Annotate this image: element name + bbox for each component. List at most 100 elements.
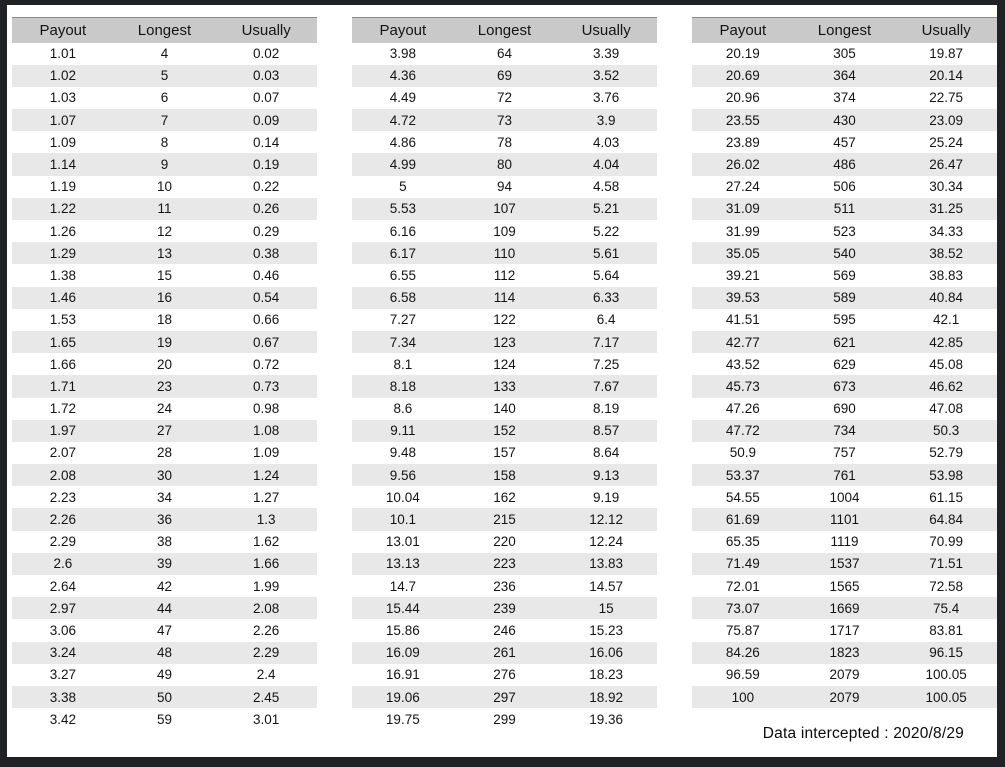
table-cell: 13.13 — [352, 552, 454, 575]
table-cell: 23.55 — [692, 109, 794, 132]
table-cell: 27.24 — [725, 179, 760, 195]
table-cell: 84.26 — [692, 641, 794, 664]
table-cell: 3.52 — [555, 64, 657, 87]
table-cell: 12 — [156, 223, 172, 239]
table-row: 1.29 13 0.38 — [12, 242, 317, 265]
table-cell: 3.9 — [555, 109, 657, 132]
table-row: 3.42 59 3.01 — [12, 708, 317, 730]
table-cell: 1537 — [793, 552, 896, 575]
table-cell: 7.27 — [389, 312, 416, 328]
table-cell: 2.08 — [215, 597, 317, 620]
header-row: Payout Longest Usually — [692, 17, 997, 43]
table-row: 4.72 73 3.9 — [352, 109, 657, 132]
table-cell: 3.06 — [49, 622, 76, 638]
table-cell: 2.97 — [12, 597, 114, 620]
table-cell: 124 — [493, 356, 516, 372]
table-cell: 162 — [493, 489, 516, 505]
table-row: 13.01 220 12.24 — [352, 531, 657, 553]
table-cell: 236 — [493, 578, 516, 594]
table-cell: 6.58 — [352, 286, 454, 309]
table-cell: 540 — [793, 242, 896, 265]
table-cell: 5.64 — [593, 267, 620, 283]
table-row: 16.91 276 18.23 — [352, 664, 657, 686]
table-cell: 16.91 — [385, 667, 420, 683]
table-cell: 64.84 — [895, 508, 997, 531]
table-cell: 34.33 — [929, 223, 964, 239]
table-cell: 629 — [833, 356, 856, 372]
table-cell: 9.13 — [555, 464, 657, 487]
table-row: 2.08 30 1.24 — [12, 464, 317, 487]
table-cell: 2.29 — [49, 534, 76, 550]
table-cell: 45.08 — [929, 356, 964, 372]
table-row: 73.07 1669 75.4 — [692, 597, 997, 620]
table-row: 26.02 486 26.47 — [692, 153, 997, 176]
table-cell: 5 — [113, 64, 216, 87]
payout-table-1: Payout Longest Usually 1.01 4 0.02 1.02 5 0.03 1… — [12, 17, 317, 730]
table-cell: 511 — [793, 197, 896, 220]
table-cell: 50 — [113, 685, 216, 709]
table-cell: 152 — [453, 419, 556, 442]
table-cell: 23.09 — [895, 109, 997, 132]
table-row: 71.49 1537 71.51 — [692, 552, 997, 575]
table-cell: 1.24 — [215, 464, 317, 487]
table-row: 61.69 1101 64.84 — [692, 508, 997, 531]
table-cell: 589 — [793, 286, 896, 309]
table-cell: 53.37 — [692, 464, 794, 487]
table-row: 75.87 1717 83.81 — [692, 619, 997, 641]
table-cell: 70.99 — [929, 534, 964, 550]
table-cell: 20.14 — [895, 64, 997, 87]
table-cell: 15.44 — [352, 597, 454, 620]
table-cell: 20.96 — [725, 90, 760, 106]
table-cell: 30.34 — [929, 179, 964, 195]
table-cell: 46.62 — [895, 375, 997, 398]
table-cell: 40.84 — [895, 286, 997, 309]
table-cell: 1.02 — [12, 64, 114, 87]
table-row: 15.44 239 15 — [352, 597, 657, 620]
table-cell: 1.38 — [49, 267, 76, 283]
table-row: 50.9 757 52.79 — [692, 442, 997, 464]
table-row: 14.7 236 14.57 — [352, 575, 657, 597]
table-cell: 16.06 — [555, 641, 657, 664]
table-cell: 1.19 — [49, 179, 76, 195]
table-cell: 1.99 — [253, 578, 280, 594]
table-cell: 47.72 — [692, 419, 794, 442]
table-row: 2.07 28 1.09 — [12, 442, 317, 464]
table-cell: 61.15 — [929, 489, 964, 505]
column-header: Longest — [793, 17, 896, 43]
table-cell: 0.46 — [253, 267, 280, 283]
table-row: 1.22 11 0.26 — [12, 197, 317, 220]
table-cell: 5.22 — [593, 223, 620, 239]
table-row: 6.16 109 5.22 — [352, 220, 657, 242]
table-cell: 133 — [453, 375, 556, 398]
table-row: 23.55 430 23.09 — [692, 109, 997, 132]
table-cell: 1.22 — [12, 197, 114, 220]
table-cell: 595 — [833, 312, 856, 328]
table-cell: 0.09 — [215, 109, 317, 132]
table-cell: 27 — [113, 419, 216, 442]
table-cell: 1823 — [793, 641, 896, 664]
table-cell: 114 — [453, 286, 556, 309]
table-cell: 690 — [833, 401, 856, 417]
table-cell: 673 — [793, 375, 896, 398]
table-cell: 54.55 — [725, 489, 760, 505]
table-cell: 10.04 — [385, 489, 420, 505]
table-cell: 1.26 — [49, 223, 76, 239]
table-row: 7.34 123 7.17 — [352, 330, 657, 354]
table-cell: 50.9 — [729, 445, 756, 461]
table-cell: 3.24 — [12, 641, 114, 664]
table-row: 1.07 7 0.09 — [12, 109, 317, 132]
table-row: 47.26 690 47.08 — [692, 398, 997, 420]
table-cell: 1.3 — [215, 508, 317, 531]
table-cell: 140 — [493, 401, 516, 417]
table-cell: 457 — [833, 134, 856, 150]
table-cell: 53.98 — [895, 464, 997, 487]
table-cell: 7.17 — [555, 330, 657, 354]
table-cell: 73 — [453, 109, 556, 132]
table-cell: 0.54 — [215, 286, 317, 309]
table-cell: 6.17 — [352, 242, 454, 265]
table-row: 1.26 12 0.29 — [12, 220, 317, 242]
table-row: 42.77 621 42.85 — [692, 330, 997, 354]
table-cell: 297 — [453, 685, 556, 709]
table-row: 41.51 595 42.1 — [692, 309, 997, 331]
table-row: 3.98 64 3.39 — [352, 43, 657, 65]
